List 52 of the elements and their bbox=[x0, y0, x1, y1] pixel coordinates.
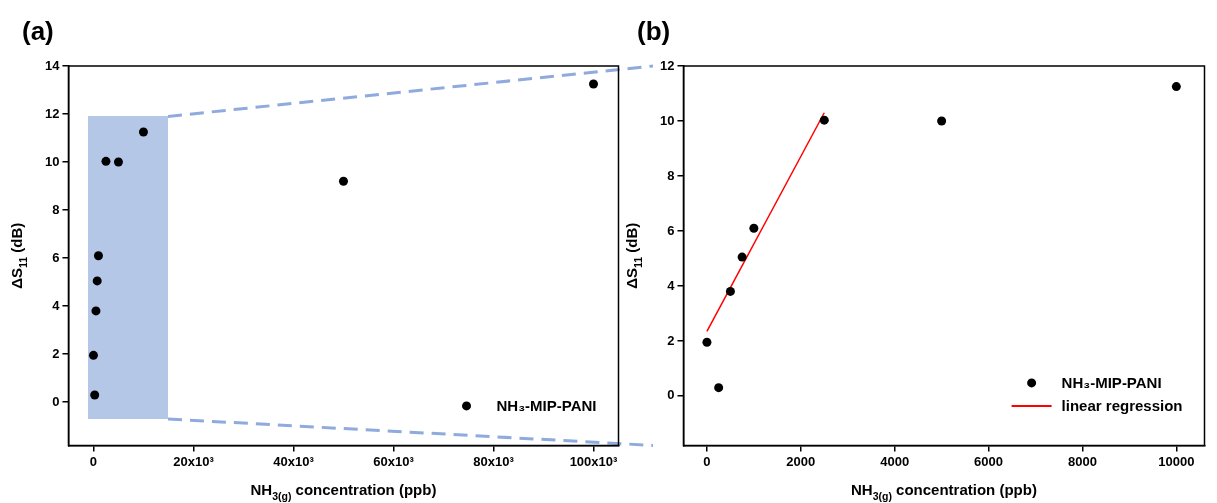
y-tick-label: 0 bbox=[667, 387, 675, 403]
chart-title: (b) bbox=[637, 16, 671, 46]
point bbox=[737, 252, 747, 262]
y-tick-label: 2 bbox=[667, 332, 675, 348]
legend-label: linear regression bbox=[1061, 396, 1183, 414]
x-tick-label: 100x10³ bbox=[569, 453, 619, 469]
x-tick-label: 8000 bbox=[1067, 453, 1097, 469]
y-tick-label: 6 bbox=[52, 249, 60, 265]
point bbox=[92, 276, 102, 286]
y-tick-label: 12 bbox=[659, 57, 675, 73]
y-tick-label: 8 bbox=[52, 201, 60, 217]
y-tick-label: 0 bbox=[52, 393, 60, 409]
legend-label: NH₃-MIP-PANI bbox=[1061, 373, 1162, 391]
point bbox=[1171, 82, 1181, 92]
y-axis-title: ΔS11 (dB) bbox=[8, 222, 29, 289]
point bbox=[90, 390, 100, 400]
y-tick-label: 6 bbox=[667, 222, 675, 238]
point bbox=[338, 176, 348, 186]
point bbox=[113, 157, 123, 167]
x-tick-label: 80x10³ bbox=[473, 453, 515, 469]
point bbox=[88, 350, 98, 360]
point bbox=[819, 115, 829, 125]
point bbox=[725, 286, 735, 296]
y-tick-label: 8 bbox=[667, 167, 675, 183]
point bbox=[91, 306, 101, 316]
x-tick-label: 4000 bbox=[880, 453, 910, 469]
x-tick-label: 20x10³ bbox=[173, 453, 215, 469]
point bbox=[589, 79, 598, 89]
x-tick-label: 40x10³ bbox=[273, 453, 315, 469]
y-tick-label: 14 bbox=[44, 57, 61, 73]
point bbox=[138, 127, 148, 137]
chart-title: (a) bbox=[22, 16, 54, 46]
y-axis-title: ΔS11 (dB) bbox=[623, 222, 644, 289]
y-tick-label: 4 bbox=[667, 277, 676, 293]
x-tick-label: 0 bbox=[703, 453, 711, 469]
x-tick-label: 6000 bbox=[974, 453, 1004, 469]
x-tick-label: 60x10³ bbox=[373, 453, 415, 469]
point bbox=[702, 337, 712, 347]
point bbox=[937, 116, 947, 126]
point bbox=[714, 383, 724, 393]
y-tick-label: 12 bbox=[44, 105, 60, 121]
x-tick-label: 10000 bbox=[1158, 453, 1195, 469]
x-tick-label: 0 bbox=[89, 453, 98, 469]
x-tick-label: 2000 bbox=[786, 453, 816, 469]
point bbox=[749, 223, 759, 233]
y-tick-label: 4 bbox=[52, 297, 61, 313]
point bbox=[101, 156, 111, 166]
point bbox=[93, 251, 103, 261]
y-tick-label: 10 bbox=[659, 112, 675, 128]
legend-label: NH₃-MIP-PANI bbox=[496, 396, 597, 414]
y-tick-label: 2 bbox=[52, 345, 60, 361]
y-tick-label: 10 bbox=[44, 153, 60, 169]
